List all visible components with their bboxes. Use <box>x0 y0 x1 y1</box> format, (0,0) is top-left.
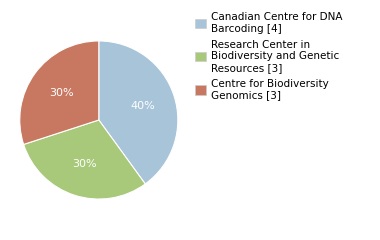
Legend: Canadian Centre for DNA
Barcoding [4], Research Center in
Biodiversity and Genet: Canadian Centre for DNA Barcoding [4], R… <box>195 12 342 100</box>
Wedge shape <box>99 41 178 184</box>
Text: 30%: 30% <box>49 88 74 98</box>
Wedge shape <box>24 120 145 199</box>
Wedge shape <box>20 41 99 144</box>
Text: 40%: 40% <box>130 101 155 111</box>
Text: 30%: 30% <box>72 159 97 168</box>
